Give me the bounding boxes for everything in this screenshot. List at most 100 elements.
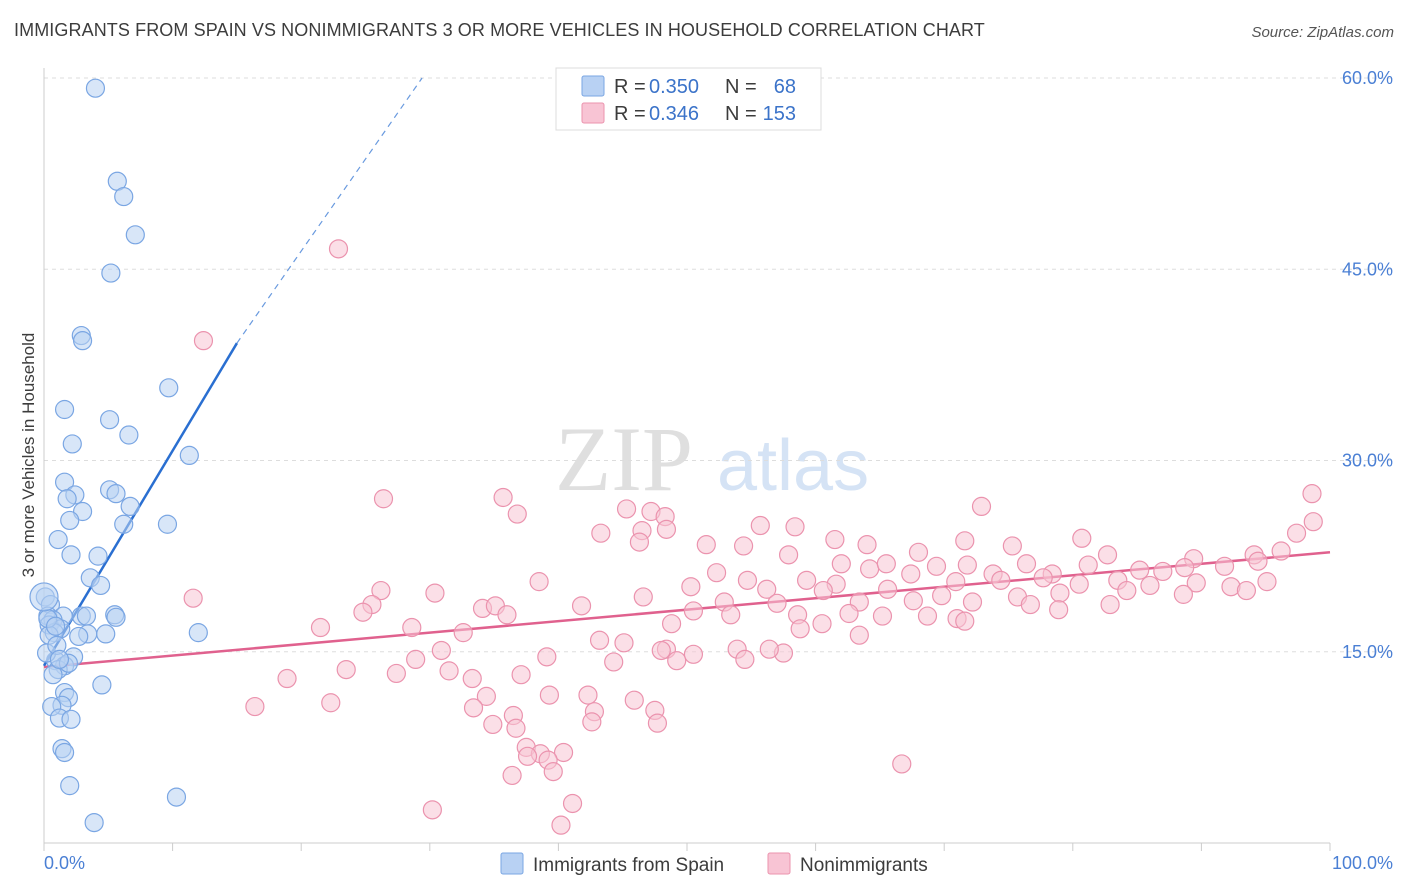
nonimmigrants-point-96 — [310, 617, 331, 638]
immigrants-point-6 — [72, 331, 93, 351]
nonimmigrants-point-71 — [425, 583, 445, 603]
nonimmigrants-point-74 — [767, 593, 787, 613]
nonimmigrants-point-125 — [647, 713, 668, 733]
nonimmigrants-point-79 — [1100, 594, 1120, 615]
watermark-atlas: atlas — [717, 426, 869, 506]
nonimmigrants-point-85 — [721, 605, 741, 625]
nonimmigrants-point-117 — [476, 686, 496, 706]
nonimmigrants-point-58 — [1257, 572, 1277, 592]
nonimmigrants-point-21 — [955, 531, 975, 551]
nonimmigrants-point-62 — [813, 580, 833, 601]
nonimmigrants-point-106 — [667, 651, 687, 671]
immigrants-point-17 — [106, 484, 126, 504]
immigrants-point-10 — [119, 425, 139, 445]
nonimmigrants-point-27 — [1286, 523, 1307, 543]
nonimmigrants-point-66 — [1050, 583, 1070, 603]
immigrants-point-3 — [125, 225, 145, 245]
nonimmigrants-point-134 — [517, 746, 538, 766]
legend-r-label-2: R = — [614, 103, 646, 125]
immigrants-point-4 — [101, 263, 121, 283]
nonimmigrants-point-84 — [683, 601, 704, 621]
nonimmigrants-point-89 — [917, 606, 938, 626]
nonimmigrants-point-109 — [277, 668, 297, 689]
nonimmigrants-point-44 — [1271, 541, 1291, 561]
nonimmigrants-point-8 — [1302, 484, 1322, 504]
nonimmigrants-point-80 — [183, 588, 203, 608]
nonimmigrants-point-140 — [683, 644, 704, 664]
nonimmigrants-point-43 — [1248, 551, 1268, 571]
nonimmigrants-point-115 — [245, 696, 265, 717]
nonimmigrants-point-46 — [737, 570, 758, 590]
nonimmigrants-point-114 — [511, 665, 531, 685]
immigrants-point-41 — [188, 623, 208, 643]
nonimmigrants-point-72 — [633, 587, 653, 607]
nonimmigrants-point-142 — [431, 640, 451, 661]
nonimmigrants-point-92 — [661, 614, 682, 634]
nonimmigrants-point-14 — [785, 517, 805, 537]
nonimmigrants-point-17 — [733, 536, 754, 556]
nonimmigrants-point-127 — [582, 712, 602, 732]
nonimmigrants-point-119 — [578, 685, 598, 705]
nonimmigrants-point-98 — [453, 623, 473, 643]
nonimmigrants-point-42 — [1214, 556, 1235, 576]
legend-n-value-2: 153 — [763, 103, 796, 125]
immigrants-point-57 — [166, 787, 187, 807]
nonimmigrants-point-118 — [539, 685, 559, 705]
immigrants-point-25 — [88, 546, 108, 566]
x-tick-label-max: 100.0% — [1332, 853, 1393, 873]
nonimmigrants-point-56 — [1186, 573, 1206, 593]
nonimmigrants-point-141 — [759, 639, 779, 659]
legend-r-value-2: 0.346 — [649, 103, 699, 125]
immigrants-point-11 — [62, 434, 82, 454]
x-tick-label-min: 0.0% — [44, 853, 85, 873]
immigrants-point-35 — [106, 607, 126, 627]
immigrants-point-53 — [61, 709, 81, 729]
nonimmigrants-point-128 — [506, 718, 526, 738]
nonimmigrants-point-137 — [562, 793, 583, 814]
nonimmigrants-point-41 — [1175, 557, 1195, 578]
nonimmigrants-point-108 — [537, 647, 557, 667]
nonimmigrants-point-39 — [1130, 560, 1150, 580]
immigrants-point-15 — [57, 489, 77, 509]
nonimmigrants-point-24 — [1097, 545, 1118, 565]
nonimmigrants-point-110 — [336, 659, 356, 680]
nonimmigrants-point-99 — [589, 630, 610, 650]
immigrants-point-18 — [120, 496, 140, 516]
immigrants-point-9 — [99, 410, 120, 430]
immigrants-point-21 — [114, 514, 134, 534]
nonimmigrants-point-50 — [946, 572, 966, 592]
nonimmigrants-point-146 — [497, 605, 517, 625]
nonimmigrants-point-30 — [831, 554, 851, 574]
immigrants-point-22 — [157, 514, 178, 534]
nonimmigrants-point-147 — [571, 596, 592, 616]
nonimmigrants-point-55 — [1140, 575, 1160, 596]
nonimmigrants-point-29 — [778, 545, 799, 565]
nonimmigrants-point-47 — [796, 570, 817, 590]
correlation-legend: R = 0.350 N = 68 R = 0.346 N = 153 — [555, 67, 822, 131]
nonimmigrants-point-20 — [908, 542, 929, 562]
nonimmigrants-point-3 — [493, 487, 513, 508]
nonimmigrants-point-61 — [757, 579, 777, 599]
immigrants-point-58 — [84, 812, 104, 833]
legend-r-label-1: R = — [614, 76, 646, 98]
y-tick-label-60: 60.0% — [1342, 68, 1393, 88]
nonimmigrants-point-64 — [932, 586, 952, 606]
nonimmigrants-point-40 — [1153, 561, 1173, 582]
nonimmigrants-point-18 — [825, 529, 845, 550]
legend-swatch-nonimmigrants — [581, 102, 605, 124]
immigrants-point-23 — [48, 529, 68, 550]
nonimmigrants-point-13 — [591, 523, 611, 543]
nonimmigrants-point-15 — [629, 532, 650, 552]
nonimmigrants-point-100 — [614, 633, 634, 653]
nonimmigrants-point-87 — [839, 603, 859, 624]
nonimmigrants-point-22 — [1002, 536, 1022, 556]
nonimmigrants-point-16 — [696, 535, 716, 555]
nonimmigrants-point-7 — [971, 496, 992, 516]
nonimmigrants-point-94 — [955, 611, 975, 631]
legend-n-label-1: N = — [725, 76, 757, 98]
y-tick-label-45: 45.0% — [1342, 259, 1393, 279]
immigrants-point-2 — [114, 186, 134, 207]
nonimmigrants-point-45 — [706, 563, 727, 583]
nonimmigrants-point-88 — [872, 606, 893, 626]
